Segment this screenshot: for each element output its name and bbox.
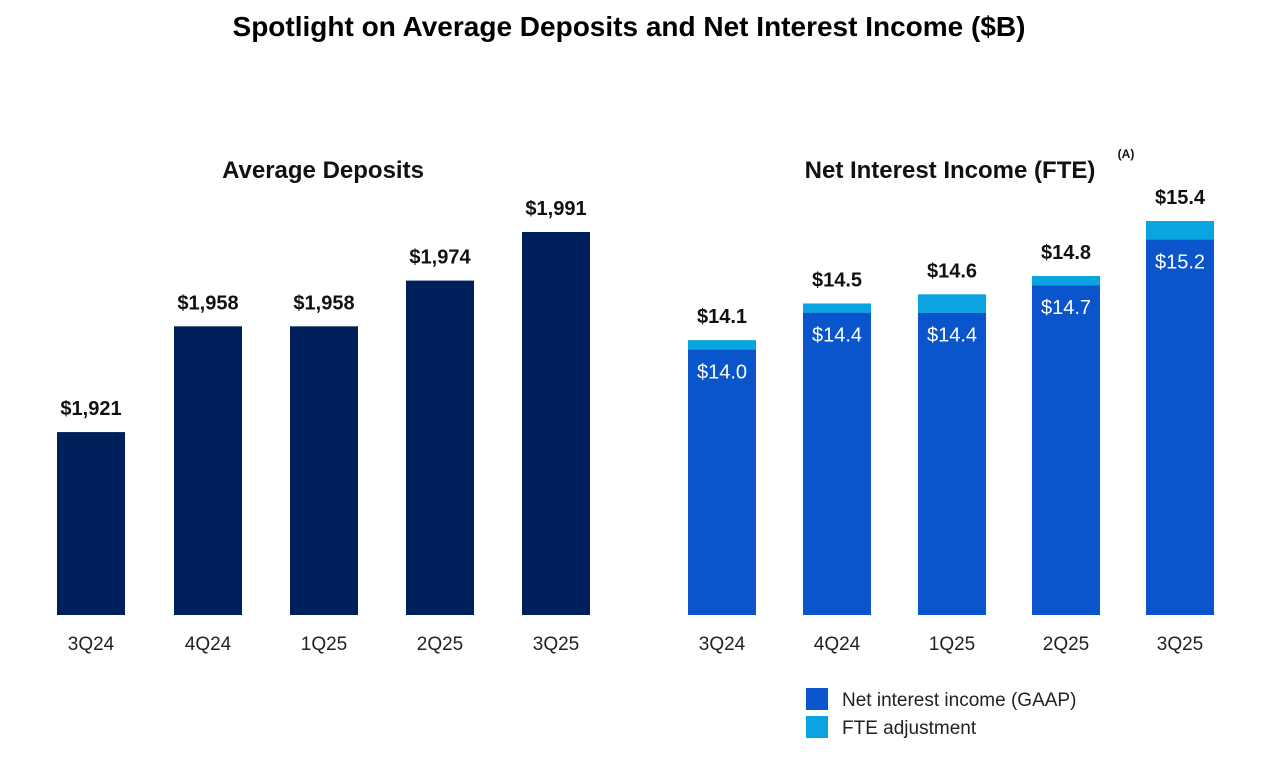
deposits-value-label: $1,974	[409, 247, 471, 269]
deposits-x-tick: 3Q24	[68, 634, 115, 655]
nii-x-tick: 3Q25	[1157, 634, 1203, 655]
nii-x-tick: 1Q25	[929, 634, 975, 655]
deposits-bar-4Q24	[174, 326, 242, 615]
deposits-x-tick: 1Q25	[301, 634, 347, 655]
nii-total-value-label: $14.6	[927, 260, 977, 282]
deposits-x-tick: 2Q25	[417, 634, 463, 655]
nii-chart-title: Net Interest Income (FTE)	[805, 157, 1096, 184]
deposits-value-label: $1,958	[177, 292, 238, 314]
nii-gaap-bar-4Q24	[803, 312, 871, 615]
fte-adjustment-bar-4Q24	[803, 303, 871, 313]
nii-chart-title-footnote: (A)	[1118, 147, 1135, 161]
nii-gaap-bar-3Q25	[1146, 239, 1214, 616]
deposits-x-tick: 4Q24	[185, 634, 232, 655]
fte-adjustment-bar-1Q25	[918, 294, 986, 313]
fte-adjustment-bar-2Q25	[1032, 275, 1100, 286]
fte-adjustment-bar-3Q25	[1146, 221, 1214, 240]
nii-total-value-label: $14.5	[812, 269, 862, 291]
nii-gaap-bar-3Q24	[688, 349, 756, 615]
deposits-value-label: $1,958	[293, 292, 354, 314]
nii-gaap-value-label: $14.7	[1041, 297, 1091, 319]
legend-label-fte-adjustment: FTE adjustment	[842, 718, 977, 739]
deposits-x-tick: 3Q25	[533, 634, 579, 655]
legend-label-nii-gaap: Net interest income (GAAP)	[842, 690, 1076, 711]
deposits-bar-3Q25	[522, 232, 590, 615]
deposits-bar-3Q24	[57, 432, 125, 615]
nii-gaap-value-label: $15.2	[1155, 251, 1205, 273]
nii-gaap-bar-2Q25	[1032, 285, 1100, 615]
nii-total-value-label: $15.4	[1155, 187, 1206, 209]
nii-total-value-label: $14.1	[697, 306, 747, 328]
fte-adjustment-bar-3Q24	[688, 340, 756, 350]
nii-x-tick: 4Q24	[814, 634, 861, 655]
nii-gaap-value-label: $14.4	[927, 325, 977, 347]
deposits-value-label: $1,921	[60, 398, 121, 420]
page-title: Spotlight on Average Deposits and Net In…	[233, 11, 1026, 42]
nii-x-tick: 2Q25	[1043, 634, 1089, 655]
deposits-value-label: $1,991	[525, 198, 586, 220]
deposits-bar-1Q25	[290, 326, 358, 615]
deposits-chart-title: Average Deposits	[222, 157, 424, 184]
legend-swatch-fte-adjustment	[806, 716, 828, 738]
net-interest-income-chart: Net Interest Income (FTE) (A) $14.0 $14.1…	[688, 147, 1214, 739]
nii-x-tick: 3Q24	[699, 634, 746, 655]
nii-gaap-value-label: $14.4	[812, 325, 862, 347]
legend-swatch-nii-gaap	[806, 688, 828, 710]
average-deposits-chart: Average Deposits $1,921 $1,958 $1,958 $1,97…	[57, 157, 590, 655]
legend: Net interest income (GAAP) FTE adjustmen…	[806, 688, 1076, 739]
nii-gaap-bar-1Q25	[918, 312, 986, 615]
deposits-bar-2Q25	[406, 280, 474, 615]
nii-gaap-value-label: $14.0	[697, 361, 747, 383]
nii-total-value-label: $14.8	[1041, 242, 1091, 264]
